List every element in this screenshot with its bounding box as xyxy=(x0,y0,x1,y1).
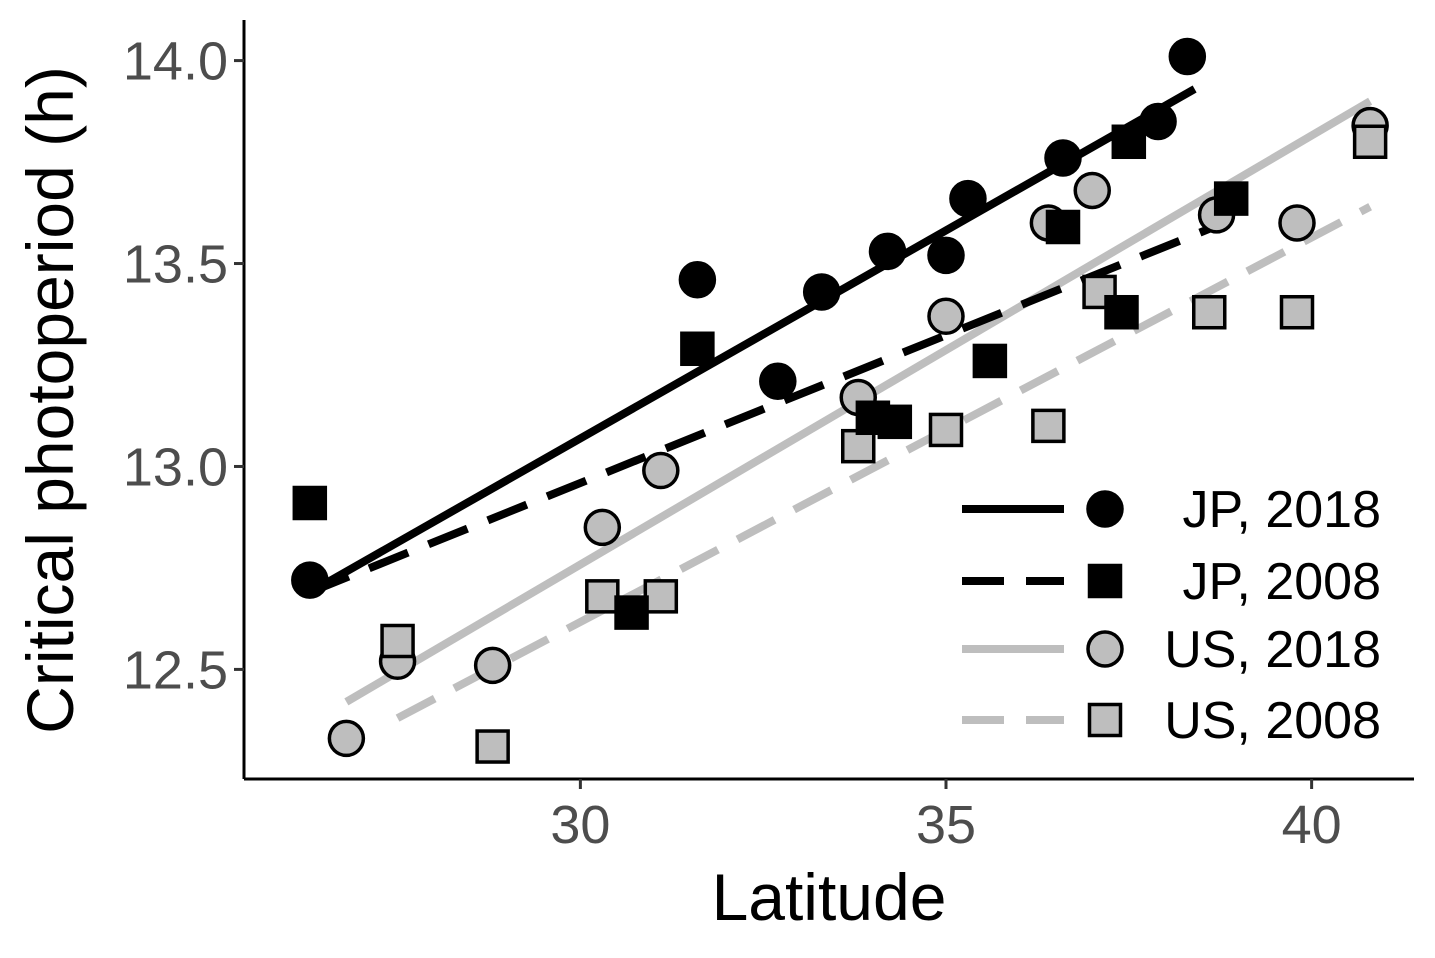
us-2008-point xyxy=(475,729,510,764)
x-axis-title: Latitude xyxy=(712,860,947,934)
jp-2008-point xyxy=(292,485,328,521)
us-2018-point xyxy=(927,297,965,336)
us-2008-point xyxy=(928,412,964,448)
jp-2008-point xyxy=(614,595,649,630)
data-points xyxy=(291,37,1389,764)
legend: JP, 2018 JP, 2008 US, 2018 US, 2008 xyxy=(962,481,1381,750)
us-2008-point xyxy=(643,579,679,614)
jp-2008-point xyxy=(1111,124,1147,160)
jp-2018-point xyxy=(1139,102,1177,141)
jp-2018-point xyxy=(1044,139,1082,177)
us-2018-point xyxy=(327,719,366,758)
us-2008-point xyxy=(1192,294,1227,330)
x-tick-label: 30 xyxy=(550,795,610,855)
y-tick-label: 13.0 xyxy=(123,437,228,497)
jp-2008-point xyxy=(1104,294,1139,330)
jp-2008-point xyxy=(1045,209,1081,245)
us-2018-point xyxy=(1073,171,1111,210)
jp-2018-point xyxy=(1168,37,1207,76)
x-tick-label: 40 xyxy=(1282,795,1342,855)
y-tick-label: 12.5 xyxy=(123,640,228,700)
jp-2018-point xyxy=(759,362,797,400)
legend-marker-us-2008 xyxy=(1087,702,1123,738)
jp-2018-point xyxy=(868,232,907,271)
us-2018-point xyxy=(642,451,680,490)
jp-2008-fit-line xyxy=(308,219,1226,597)
legend-marker-jp-2018 xyxy=(1086,490,1124,528)
legend-label-us-2008: US, 2008 xyxy=(1164,692,1381,750)
us-2018-point xyxy=(473,646,512,685)
jp-2018-point xyxy=(949,179,987,218)
jp-2008-point xyxy=(680,331,715,367)
y-tick-label: 13.5 xyxy=(123,235,228,295)
us-2008-point xyxy=(1031,408,1066,444)
us-2008-point xyxy=(1352,124,1388,160)
jp-2018-point xyxy=(678,261,717,299)
y-axis-title: Critical photoperiod (h) xyxy=(13,66,87,734)
us-2008-point xyxy=(585,579,620,614)
us-2008-point xyxy=(380,623,415,659)
legend-label-jp-2008: JP, 2008 xyxy=(1182,553,1381,611)
jp-2018-fit-line xyxy=(307,85,1197,596)
x-tick-label: 35 xyxy=(916,795,976,855)
legend-marker-jp-2008 xyxy=(1087,563,1123,599)
us-2018-point xyxy=(1278,204,1316,242)
legend-marker-us-2018 xyxy=(1086,630,1124,668)
us-2008-fit-line xyxy=(395,203,1372,722)
jp-2018-point xyxy=(802,273,841,311)
legend-label-us-2018: US, 2018 xyxy=(1164,621,1381,679)
jp-2018-point xyxy=(927,236,965,275)
y-tick-label: 14.0 xyxy=(123,32,228,92)
us-2008-point xyxy=(841,428,876,464)
axis-ticks: 30 35 40 12.5 13.0 13.5 14.0 xyxy=(123,32,1342,855)
jp-2008-point xyxy=(877,404,913,440)
jp-2008-point xyxy=(972,343,1008,379)
us-2008-point xyxy=(1279,294,1315,330)
jp-2008-point xyxy=(1213,181,1249,216)
us-2018-point xyxy=(583,508,622,547)
legend-label-jp-2018: JP, 2018 xyxy=(1182,481,1381,539)
jp-2018-point xyxy=(291,561,329,599)
